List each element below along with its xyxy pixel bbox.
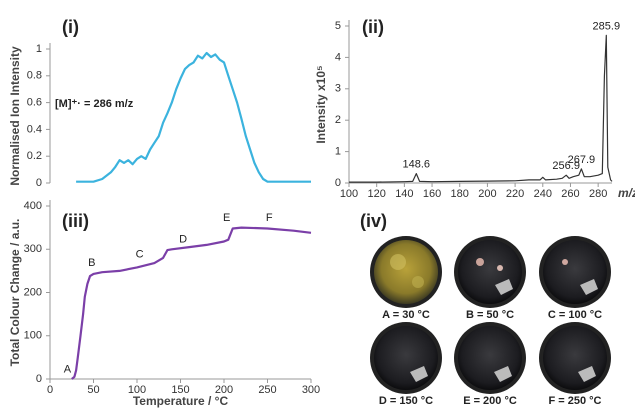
x-tick-label: 250 <box>258 384 276 396</box>
y-tick-label: 0 <box>36 373 42 385</box>
figure: (iv) A = 30 °C B = 50 °C C = 100 °C D = … <box>0 0 635 409</box>
x-tick-label: 280 <box>589 188 607 200</box>
dish <box>370 322 442 394</box>
y-tick-label: 1 <box>335 146 341 158</box>
data-line <box>76 53 311 182</box>
dish-sample <box>374 240 438 304</box>
y-tick-label: 1 <box>36 43 42 55</box>
x-tick-label: 140 <box>395 188 413 200</box>
peak-label: 285.9 <box>593 20 621 32</box>
x-axis-label: m/z <box>618 186 635 200</box>
caption: C = 100 °C <box>548 309 602 321</box>
dish-sample <box>374 326 438 390</box>
caption: A = 30 °C <box>382 309 430 321</box>
y-tick-label: 0.4 <box>27 123 42 135</box>
x-tick-label: 160 <box>423 188 441 200</box>
y-tick-label: 0.8 <box>27 70 42 82</box>
data-line <box>72 228 311 379</box>
x-tick-label: 50 <box>87 384 99 396</box>
x-tick-label: 300 <box>302 384 320 396</box>
y-tick-label: 0.6 <box>27 97 42 109</box>
x-tick-label: 100 <box>340 188 358 200</box>
dish-sample <box>458 326 522 390</box>
panel-label: (ii) <box>362 17 384 37</box>
dish-sample <box>543 326 607 390</box>
texture <box>390 254 406 270</box>
panel-label: (iii) <box>62 211 89 231</box>
y-tick-label: 2 <box>335 114 341 126</box>
x-tick-label: 0 <box>47 384 53 396</box>
y-axis-label: Total Colour Change / a.u. <box>8 219 22 367</box>
y-tick-label: 4 <box>335 51 341 63</box>
y-tick-label: 300 <box>24 243 42 255</box>
dish <box>454 236 526 308</box>
caption: E = 200 °C <box>463 395 517 407</box>
panel-label: (i) <box>62 17 79 37</box>
dish-sample <box>458 240 522 304</box>
dish <box>454 322 526 394</box>
texture <box>476 258 484 266</box>
dish <box>539 236 611 308</box>
caption: B = 50 °C <box>466 309 514 321</box>
point-label: E <box>223 212 230 224</box>
y-tick-label: 100 <box>24 330 42 342</box>
y-tick-label: 200 <box>24 286 42 298</box>
x-tick-label: 200 <box>478 188 496 200</box>
annotation: [M]⁺· = 286 m/z <box>55 98 134 110</box>
texture <box>497 265 503 271</box>
x-tick-label: 180 <box>451 188 469 200</box>
x-axis-label: Temperature / °C <box>133 394 229 408</box>
point-label: C <box>136 248 144 260</box>
peak-label: 148.6 <box>403 158 431 170</box>
y-axis-label: Normalised Ion Intensity <box>8 46 22 186</box>
texture <box>412 276 424 288</box>
y-tick-label: 3 <box>335 83 341 95</box>
y-tick-label: 5 <box>335 20 341 32</box>
dish-sample <box>543 240 607 304</box>
peak-label: 267.9 <box>568 154 596 166</box>
x-tick-label: 240 <box>534 188 552 200</box>
y-tick-label: 0.2 <box>27 150 42 162</box>
photo-panel: (iv) A = 30 °C B = 50 °C C = 100 °C D = … <box>360 211 611 407</box>
point-label: D <box>179 234 187 246</box>
caption: D = 150 °C <box>379 395 433 407</box>
point-label: A <box>64 363 72 375</box>
point-label: F <box>266 212 273 224</box>
x-tick-label: 120 <box>368 188 386 200</box>
caption: F = 250 °C <box>548 395 601 407</box>
dish <box>370 236 442 308</box>
panel-label: (iv) <box>360 211 387 231</box>
dish <box>539 322 611 394</box>
x-tick-label: 260 <box>561 188 579 200</box>
x-tick-label: 220 <box>506 188 524 200</box>
y-tick-label: 0 <box>36 177 42 189</box>
point-label: B <box>88 257 95 269</box>
y-axis-label: Intensity x10⁵ <box>314 65 328 143</box>
texture <box>562 259 568 265</box>
y-tick-label: 400 <box>24 200 42 212</box>
